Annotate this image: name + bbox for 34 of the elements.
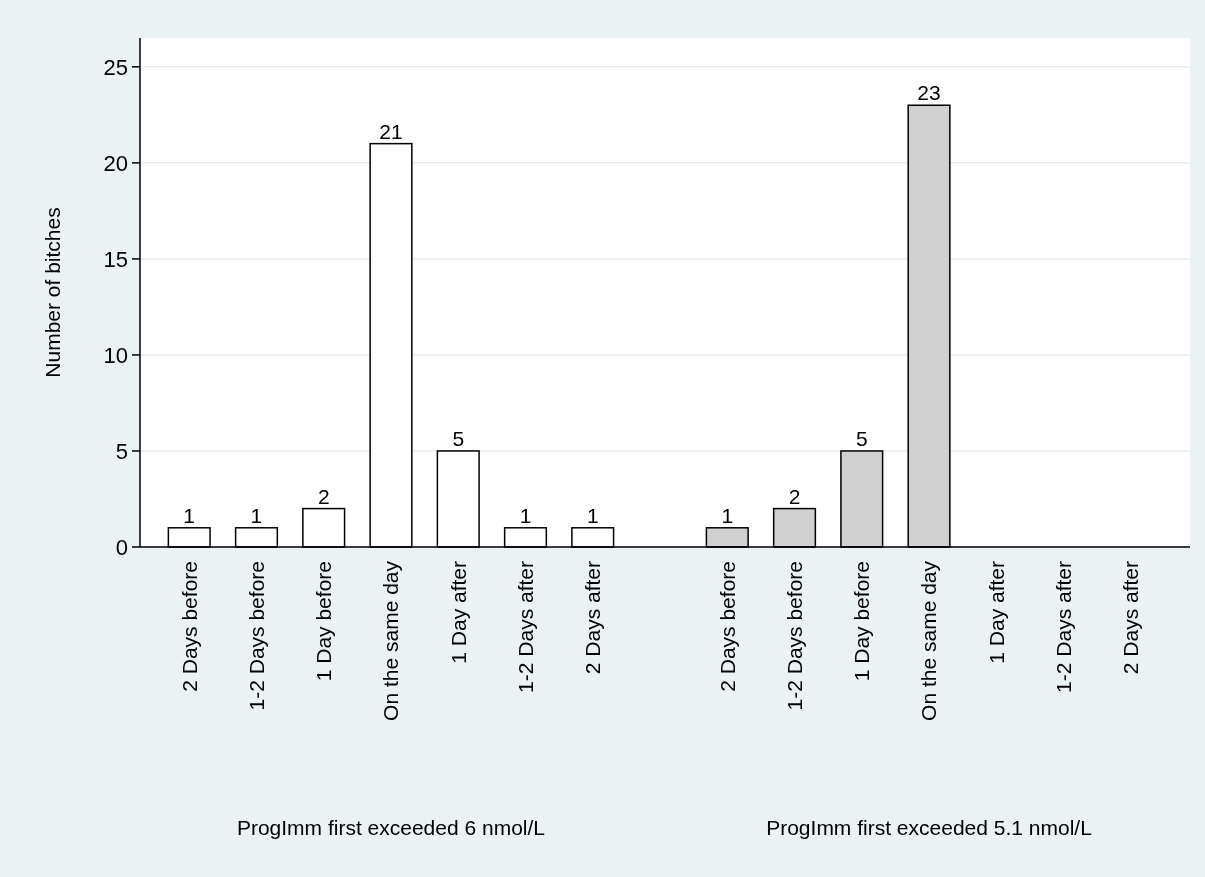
x-tick-label: 1 Day after bbox=[446, 561, 470, 664]
x-tick-label: On the same day bbox=[379, 560, 403, 721]
data-label: 1 bbox=[586, 503, 599, 527]
data-label: 5 bbox=[855, 426, 868, 450]
data-label: 1 bbox=[721, 503, 734, 527]
y-tick-label: 25 bbox=[103, 54, 128, 80]
x-tick-label: 2 Days after bbox=[581, 561, 605, 675]
y-tick-label: 0 bbox=[115, 534, 128, 560]
y-tick-label: 20 bbox=[103, 150, 128, 176]
x-tick-label: 1-2 Days after bbox=[513, 561, 537, 693]
x-tick-label: 2 Days before bbox=[177, 561, 201, 692]
data-label: 2 bbox=[788, 484, 801, 508]
data-label: 2 bbox=[317, 484, 330, 508]
x-tick-label: 2 Days after bbox=[1119, 561, 1143, 675]
x-tick-label: 2 Days before bbox=[715, 561, 739, 692]
x-tick-label: 1-2 Days after bbox=[1051, 561, 1075, 693]
x-tick-label: 1 Day before bbox=[850, 561, 874, 682]
y-tick-label: 15 bbox=[103, 246, 128, 272]
y-tick-label: 5 bbox=[115, 438, 128, 464]
data-label: 5 bbox=[452, 426, 465, 450]
data-label: 1 bbox=[519, 503, 532, 527]
data-label: 21 bbox=[379, 119, 403, 143]
x-tick-label: 1-2 Days before bbox=[244, 561, 268, 711]
x-tick-label: 1 Day after bbox=[984, 561, 1008, 664]
x-tick-label: 1-2 Days before bbox=[782, 561, 806, 711]
text: ProgImm first exceeded 5.1 nmol/L bbox=[766, 816, 1092, 839]
y-axis-title: Number of bitches bbox=[41, 207, 64, 378]
data-label: 1 bbox=[183, 503, 196, 527]
data-label: 23 bbox=[917, 81, 941, 105]
y-tick-label: 10 bbox=[103, 342, 128, 368]
x-tick-label: 1 Day before bbox=[312, 561, 336, 682]
x-tick-label: On the same day bbox=[917, 560, 941, 721]
data-label: 1 bbox=[250, 503, 263, 527]
text: ProgImm first exceeded 6 nmol/L bbox=[236, 816, 546, 839]
